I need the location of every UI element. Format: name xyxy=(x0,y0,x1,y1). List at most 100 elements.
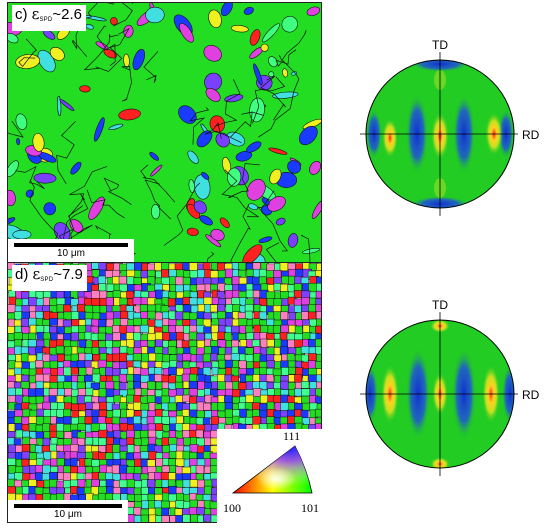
pole-figure-bottom-plot xyxy=(360,312,518,476)
grain-d xyxy=(195,429,204,439)
grain-boundary-c xyxy=(83,3,115,20)
grain-d xyxy=(42,361,52,370)
grain-d xyxy=(161,515,170,522)
pole-figure-top-plot xyxy=(360,52,518,216)
grain-d xyxy=(300,381,310,389)
grain-d xyxy=(35,373,45,382)
grain-d xyxy=(85,387,94,396)
grain-boundary-c xyxy=(163,182,201,246)
grain-d xyxy=(84,458,93,467)
grain-d xyxy=(203,296,213,305)
pole-figure-top-rd: RD xyxy=(522,128,540,142)
grain-c xyxy=(269,168,282,185)
scale-bar-d: 10 μm xyxy=(8,500,128,522)
grain-boundary-c xyxy=(278,30,307,62)
grain-d xyxy=(105,366,114,376)
grain-c xyxy=(32,133,45,152)
grain-d xyxy=(176,331,185,341)
grain-d xyxy=(300,346,310,354)
grain-c xyxy=(93,117,105,142)
grain-boundary-c xyxy=(204,122,242,144)
grain-d xyxy=(174,311,184,321)
grain-d xyxy=(49,471,58,480)
scale-bar-c-line xyxy=(14,243,128,247)
grain-d xyxy=(204,485,213,495)
grain-d xyxy=(265,374,274,382)
grain-boundary-c xyxy=(140,164,176,203)
grain-d xyxy=(77,465,87,474)
grain-d xyxy=(147,429,157,438)
grain-d xyxy=(280,324,290,334)
grain-d xyxy=(210,270,220,279)
grain-d xyxy=(224,408,233,418)
grain-c xyxy=(227,167,242,187)
grain-d xyxy=(63,339,71,348)
grain-d xyxy=(42,401,51,411)
grain-d xyxy=(70,457,78,467)
grain-d xyxy=(28,332,37,341)
grain-d xyxy=(14,345,23,355)
ebsd-map-c: c) εSPD~2.6 10 μm xyxy=(7,2,322,263)
grain-c xyxy=(298,125,318,146)
grain-d xyxy=(49,479,58,489)
panel-d-subscript: SPD xyxy=(40,277,54,283)
grain-d xyxy=(49,318,59,326)
grain-c xyxy=(219,217,230,229)
grain-d xyxy=(118,382,127,391)
grain-d xyxy=(35,360,44,368)
grain-d xyxy=(161,416,170,425)
grain-d xyxy=(27,339,37,348)
grain-c xyxy=(306,6,321,17)
grain-boundary-c xyxy=(258,72,300,138)
grain-d xyxy=(272,325,281,334)
panel-d-epsilon: ε xyxy=(32,265,41,283)
grain-boundary-c xyxy=(86,189,125,219)
grain-d xyxy=(195,465,205,474)
grain-c xyxy=(49,47,65,61)
panel-c-label: c) εSPD~2.6 xyxy=(12,5,87,31)
grain-d xyxy=(189,297,198,306)
grain-d xyxy=(217,311,227,320)
grain-d xyxy=(140,451,149,459)
grain-d xyxy=(161,269,169,279)
grain-d xyxy=(245,325,253,334)
grain-d xyxy=(139,324,150,333)
grain-c xyxy=(268,56,278,68)
grain-c xyxy=(287,160,301,174)
grain-boundary-c xyxy=(221,169,260,218)
grain-d xyxy=(154,367,163,375)
grain-d xyxy=(70,325,80,334)
grain-d xyxy=(98,263,107,271)
grain-c xyxy=(253,63,263,86)
grain-d xyxy=(210,353,219,361)
grain-d xyxy=(98,486,108,494)
grain-boundary-c xyxy=(83,34,119,71)
grain-boundary-c xyxy=(214,78,241,127)
grain-boundary-c xyxy=(230,204,251,262)
grain-c xyxy=(186,227,199,237)
grain-d xyxy=(8,304,17,313)
grain-c xyxy=(230,24,249,33)
grain-d xyxy=(36,331,45,340)
grain-d xyxy=(294,416,303,424)
grain-d xyxy=(182,353,192,361)
panel-d-label: d) εSPD~7.9 xyxy=(12,265,87,291)
grain-c xyxy=(79,85,91,93)
grain-boundary-c xyxy=(260,75,286,121)
grain-d xyxy=(280,360,289,369)
grain-c xyxy=(242,244,263,262)
pole-figure-bottom-rd: RD xyxy=(522,388,540,402)
grain-d xyxy=(126,290,134,299)
grain-d xyxy=(168,366,177,376)
grain-c xyxy=(15,113,28,130)
grain-d xyxy=(244,402,253,411)
grain-c xyxy=(246,141,262,153)
grain-d xyxy=(63,431,73,440)
grain-d xyxy=(302,402,311,412)
grain-c xyxy=(224,94,244,103)
grain-boundary-c xyxy=(265,242,280,262)
grain-c xyxy=(208,9,222,29)
grain-d xyxy=(189,403,198,411)
grain-c xyxy=(70,161,82,175)
grain-c xyxy=(272,91,299,99)
